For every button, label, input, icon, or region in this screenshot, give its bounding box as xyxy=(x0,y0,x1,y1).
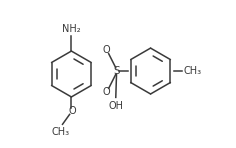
Text: CH₃: CH₃ xyxy=(51,127,69,137)
Text: S: S xyxy=(113,66,120,76)
Text: OH: OH xyxy=(108,101,123,111)
Text: O: O xyxy=(102,45,110,55)
Text: O: O xyxy=(102,87,110,97)
Text: O: O xyxy=(68,106,76,116)
Text: NH₂: NH₂ xyxy=(62,24,81,34)
Text: CH₃: CH₃ xyxy=(183,66,201,76)
